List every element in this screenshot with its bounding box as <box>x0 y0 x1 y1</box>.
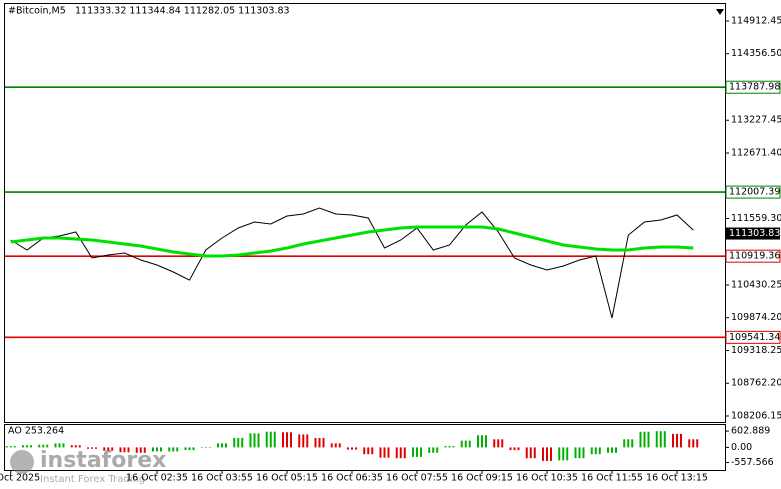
header-prices: 111333.32 111344.84 111282.05 111303.83 <box>75 6 290 17</box>
x-tick-label: 16 Oct 09:15 <box>451 473 513 484</box>
y-tick-label: 111559.30 <box>731 213 781 224</box>
y-tick-label: 110430.25 <box>731 279 781 290</box>
y-tick-label: 109318.25 <box>731 345 781 356</box>
x-tick-label: 16 Oct 13:15 <box>646 473 708 484</box>
x-tick-label: 16 Oct 11:55 <box>581 473 643 484</box>
ao-tick-label: 0.00 <box>731 442 752 453</box>
x-tick-label: 16 Oct 07:55 <box>386 473 448 484</box>
main-frame <box>4 3 726 423</box>
moving-average <box>10 225 694 258</box>
ao-tick-label: 602.889 <box>731 426 770 437</box>
ao-tick-label: -557.566 <box>731 457 774 468</box>
price-line <box>10 207 694 319</box>
watermark-text: instaforex <box>40 448 166 473</box>
watermark-subtext: Instant Forex Trading <box>40 474 145 485</box>
dropdown-arrow[interactable] <box>716 9 724 15</box>
level-label: 112007.39 <box>729 187 780 198</box>
level-label: 110919.36 <box>729 251 780 262</box>
x-tick-label: 15 Oct 2025 <box>0 473 40 484</box>
level-label-box <box>725 330 781 344</box>
level-label-box <box>725 249 781 263</box>
watermark-logo <box>10 450 34 474</box>
x-tick-label: 16 Oct 06:35 <box>321 473 383 484</box>
x-tick-label: 16 Oct 10:35 <box>516 473 578 484</box>
x-tick-label: 16 Oct 02:35 <box>126 473 188 484</box>
y-tick-label: 114912.45 <box>731 15 781 26</box>
ao-label: AO 253.264 <box>8 426 64 437</box>
current-price-box <box>726 227 780 240</box>
y-tick-label: 108762.20 <box>731 378 781 389</box>
chart-title: #Bitcoin,M5 <box>8 6 66 17</box>
x-tick-label: 16 Oct 03:55 <box>191 473 253 484</box>
y-tick-label: 108206.15 <box>731 410 781 421</box>
level-label: 113787.98 <box>729 82 780 93</box>
level-label: 109541.34 <box>729 332 780 343</box>
y-tick-label: 109874.20 <box>731 312 781 323</box>
level-label-box <box>725 80 781 94</box>
y-tick-label: 112671.40 <box>731 147 781 158</box>
x-tick-label: 16 Oct 05:15 <box>256 473 318 484</box>
y-tick-label: 114356.50 <box>731 48 781 59</box>
level-label-box <box>725 185 781 199</box>
y-tick-label: 113227.45 <box>731 115 781 126</box>
current-price-label: 111303.83 <box>729 228 780 239</box>
watermark: instaforex Instant Forex Trading <box>10 448 166 485</box>
